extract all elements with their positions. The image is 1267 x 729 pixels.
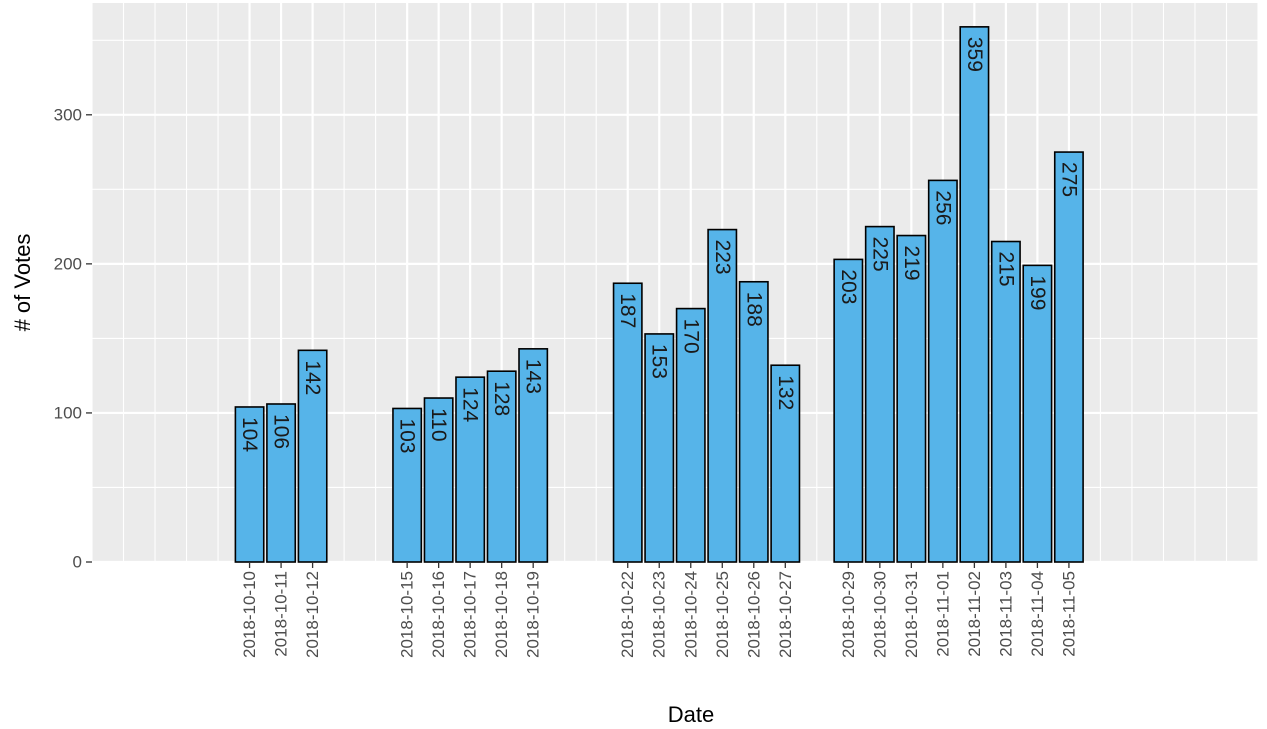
bar: [266, 403, 297, 563]
y-tick-label: 100: [54, 403, 82, 422]
x-tick-label: 2018-10-25: [713, 571, 732, 658]
x-tick-label: 2018-10-30: [870, 571, 889, 658]
bar-labels: 104 106 142 103 110 124 128 143 187 153 170 223 188 1…: [238, 37, 1080, 454]
bar-value-label: 223: [711, 240, 734, 275]
x-axis: 2018-10-10 2018-10-11 2018-10-12 2018-10-15…: [240, 562, 1078, 658]
bar-value-label: 110: [427, 408, 450, 441]
bar-value-label: 103: [396, 418, 419, 453]
y-tick-label: 200: [54, 254, 82, 273]
bar: [234, 406, 265, 563]
bar-value-label: 132: [774, 375, 797, 410]
y-tick-label: 300: [54, 105, 82, 124]
y-axis: 0 100 200 300: [54, 105, 92, 572]
bar: [959, 26, 990, 563]
x-tick-label: 2018-10-23: [650, 571, 669, 658]
x-tick-label: 2018-10-11: [272, 571, 291, 657]
x-tick-label: 2018-11-01: [933, 571, 952, 657]
x-axis-title: Date: [668, 702, 714, 727]
bar: [518, 348, 549, 563]
bar: [707, 228, 738, 563]
x-tick-label: 2018-10-24: [681, 571, 700, 658]
x-tick-label: 2018-10-19: [524, 571, 543, 658]
bars: [234, 26, 1084, 563]
x-tick-label: 2018-10-16: [429, 571, 448, 658]
bar-value-label: 359: [963, 37, 986, 72]
x-tick-label: 2018-11-03: [996, 571, 1015, 657]
x-tick-label: 2018-10-10: [240, 571, 259, 658]
bar: [612, 282, 643, 563]
bar-value-label: 188: [742, 292, 765, 327]
x-tick-label: 2018-10-31: [902, 571, 921, 658]
bar: [738, 280, 769, 563]
bar: [1022, 264, 1053, 563]
x-tick-label: 2018-11-04: [1028, 571, 1047, 657]
bar: [927, 179, 958, 563]
x-tick-label: 2018-10-22: [618, 571, 637, 658]
bar: [990, 240, 1021, 563]
bar-value-label: 128: [490, 381, 513, 416]
bar-value-label: 142: [301, 360, 324, 395]
bar: [455, 376, 486, 563]
bar: [833, 258, 864, 563]
bar-value-label: 256: [931, 190, 954, 225]
x-tick-label: 2018-11-02: [965, 571, 984, 657]
bar-value-label: 143: [522, 359, 545, 394]
x-tick-label: 2018-10-29: [839, 571, 858, 658]
x-tick-label: 2018-10-27: [776, 571, 795, 658]
bar-value-label: 215: [994, 252, 1017, 287]
bar-value-label: 187: [616, 293, 639, 328]
x-tick-label: 2018-10-15: [398, 571, 417, 658]
y-axis-title: # of Votes: [10, 234, 35, 332]
y-tick-label: 0: [73, 553, 82, 572]
x-tick-label: 2018-10-26: [744, 571, 763, 658]
x-tick-label: 2018-10-18: [492, 571, 511, 658]
bar: [896, 234, 927, 563]
bar: [297, 349, 328, 563]
bar: [392, 407, 423, 563]
bar-value-label: 153: [648, 344, 671, 379]
x-tick-label: 2018-11-05: [1059, 571, 1078, 657]
bar: [864, 225, 895, 563]
bar-value-label: 219: [900, 246, 923, 281]
bar-value-label: 225: [868, 237, 891, 272]
x-tick-label: 2018-10-17: [461, 571, 480, 658]
bar: [1053, 151, 1084, 563]
bar-value-label: 106: [270, 414, 293, 449]
bar-value-label: 124: [459, 387, 482, 422]
bar: [644, 333, 675, 563]
bar-value-label: 275: [1057, 162, 1080, 197]
x-tick-label: 2018-10-12: [303, 571, 322, 658]
bar-value-label: 199: [1026, 275, 1049, 310]
bar-value-label: 170: [679, 319, 702, 354]
bar-value-label: 203: [837, 269, 860, 304]
bar: [423, 397, 454, 563]
bar: [486, 370, 517, 563]
bar-value-label: 104: [238, 417, 261, 452]
